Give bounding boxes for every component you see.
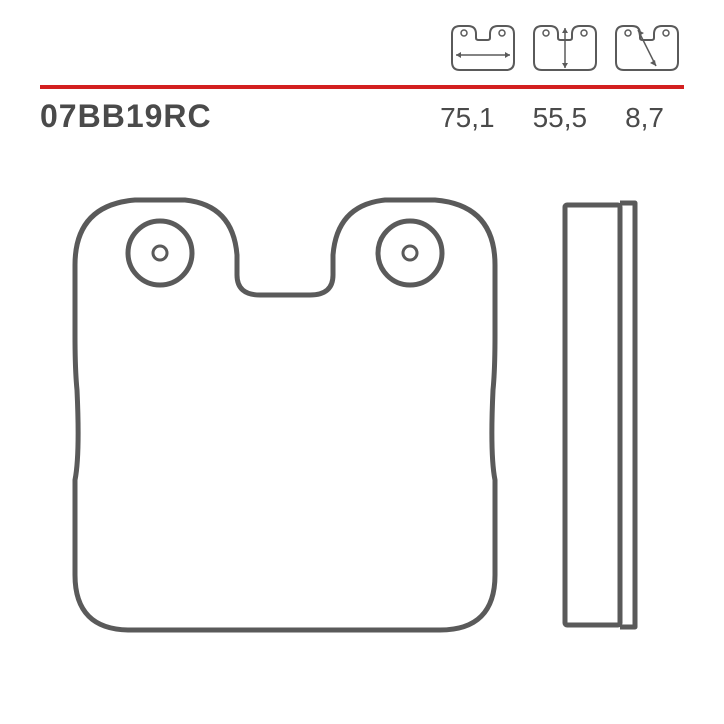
dim-height: 55,5: [533, 102, 588, 134]
height-icon: [528, 20, 602, 74]
separator-line: [40, 85, 684, 89]
spec-row: 07BB19RC 75,1 55,5 8,7: [40, 98, 684, 135]
width-icon: [446, 20, 520, 74]
dimensions-list: 75,1 55,5 8,7: [440, 102, 684, 134]
dim-width: 75,1: [440, 102, 495, 134]
dimension-icons: [446, 20, 684, 74]
brake-pad-diagram: [55, 175, 675, 655]
dim-thickness: 8,7: [625, 102, 664, 134]
side-view: [565, 203, 635, 627]
thickness-icon: [610, 20, 684, 74]
product-code: 07BB19RC: [40, 98, 212, 135]
front-view: [75, 200, 495, 630]
